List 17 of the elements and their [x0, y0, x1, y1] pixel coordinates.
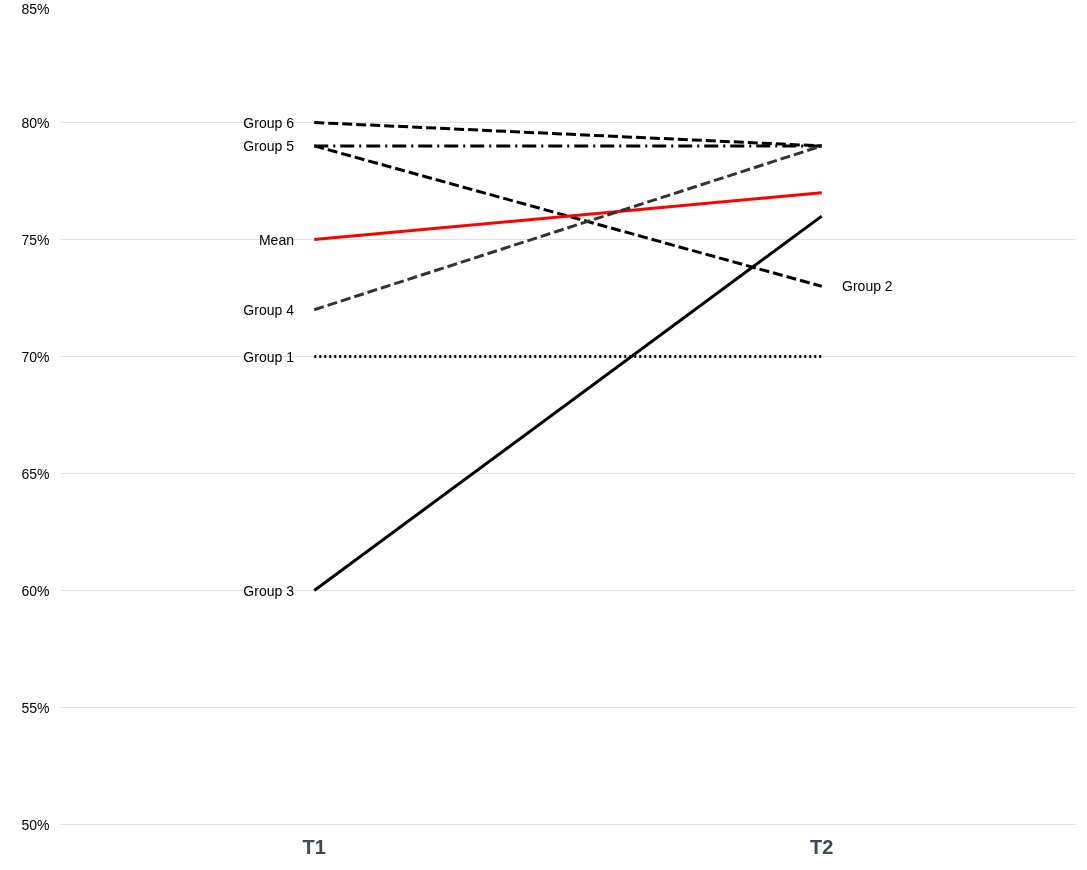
y-tick-label: 55%	[21, 699, 50, 716]
x-tick-label: T2	[810, 835, 834, 858]
series-label: Group 1	[243, 348, 295, 365]
y-tick-label: 65%	[21, 465, 50, 482]
series-label: Group 2	[842, 278, 893, 295]
series-label: Group 5	[243, 137, 295, 154]
series-label: Group 3	[243, 582, 295, 599]
series-label: Group 6	[243, 114, 295, 131]
y-tick-label: 60%	[21, 582, 50, 599]
x-tick-label: T1	[302, 835, 326, 858]
y-tick-label: 80%	[21, 114, 50, 131]
y-tick-label: 85%	[21, 0, 50, 17]
series-label: Mean	[258, 231, 294, 248]
series-label: Group 4	[243, 301, 295, 318]
y-tick-label: 50%	[21, 816, 50, 833]
y-tick-label: 75%	[21, 231, 50, 248]
y-tick-label: 70%	[21, 348, 50, 365]
